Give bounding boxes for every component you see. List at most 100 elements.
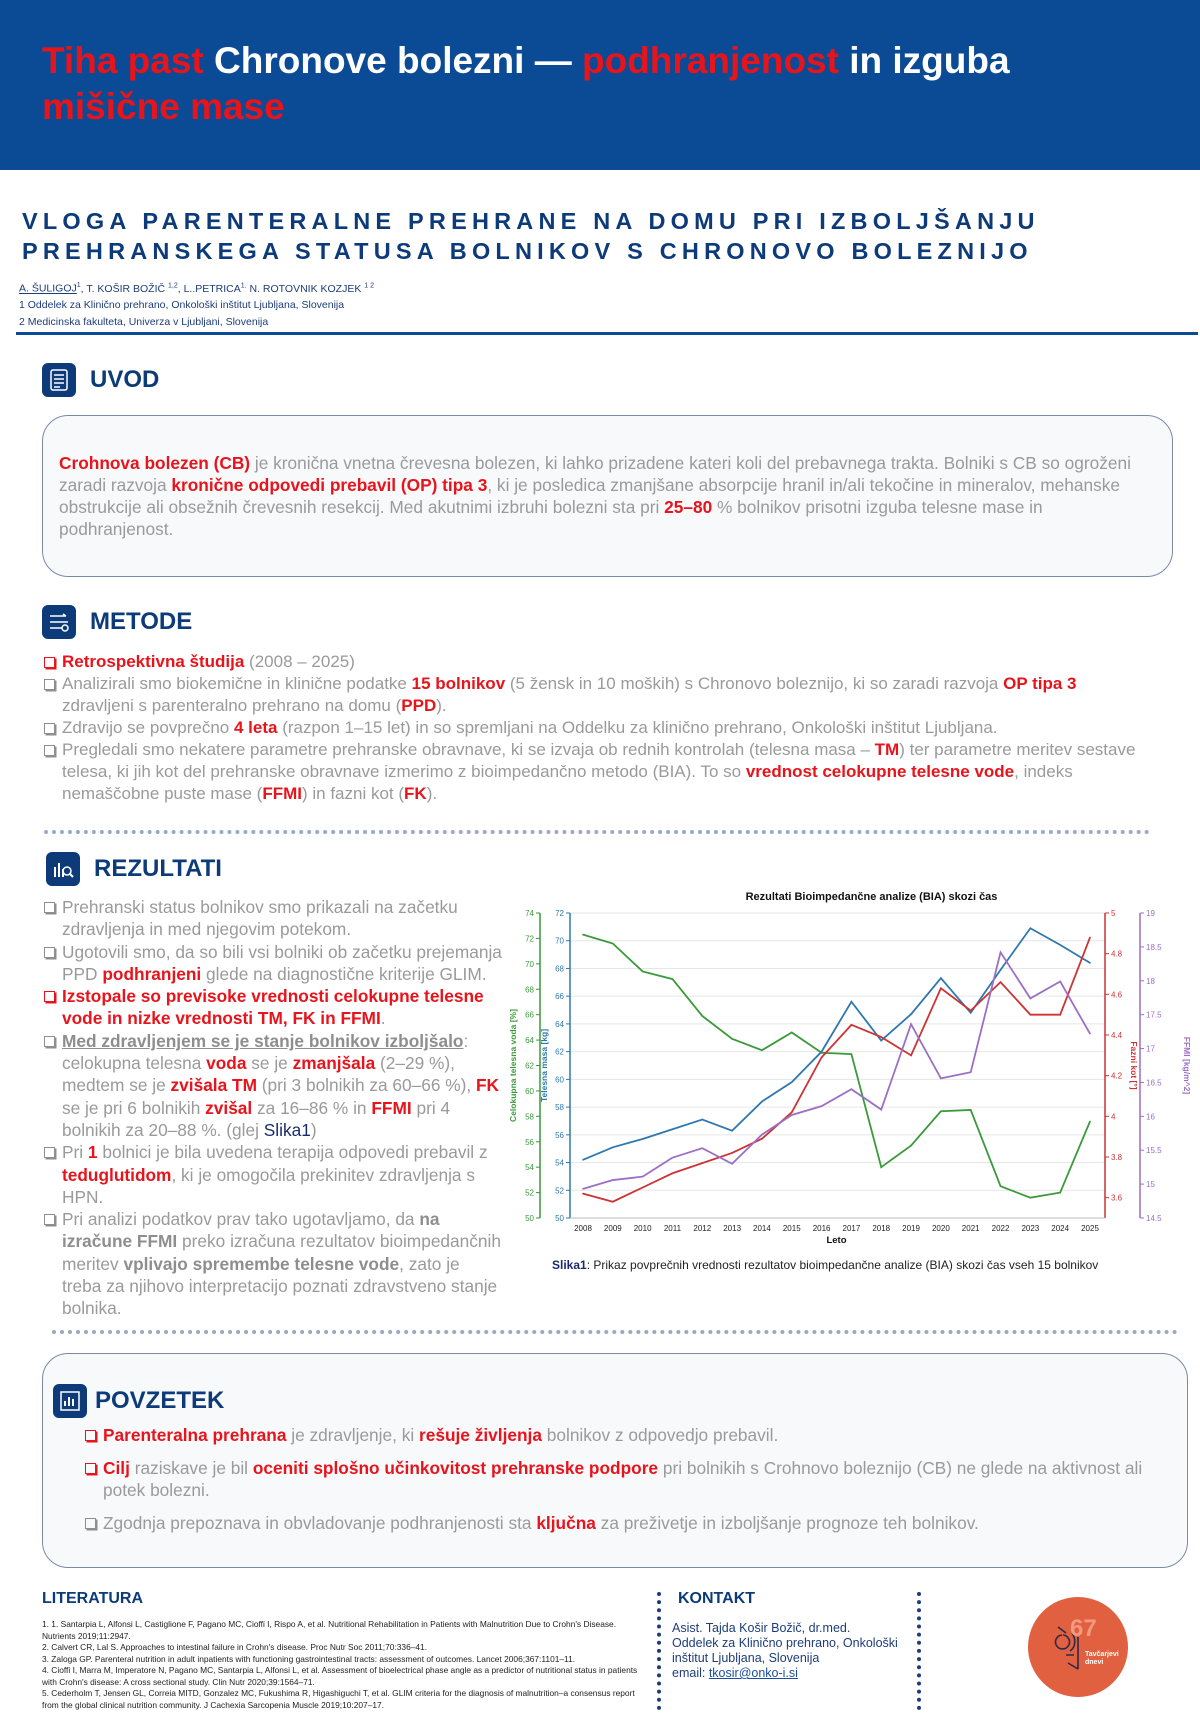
text-segment: bolnikov z odpovedjo prebavil. bbox=[541, 1425, 779, 1445]
highlight-text: vrednost celokupne telesne vode bbox=[745, 762, 1015, 781]
header-divider bbox=[16, 332, 1198, 335]
highlight-text: podhranjenost bbox=[582, 40, 839, 81]
reference-item: 3. Zaloga GP. Parenteral nutrition in ad… bbox=[42, 1653, 576, 1664]
logo-text: Tavčarjevi dnevi bbox=[1085, 1651, 1119, 1666]
data-point bbox=[641, 1175, 644, 1178]
data-point bbox=[612, 1200, 614, 1203]
x-tick-label: 2017 bbox=[843, 1224, 861, 1233]
face-drawing-icon bbox=[1054, 1626, 1079, 1670]
data-point bbox=[880, 1039, 883, 1042]
text-segment: : celokupna telesna bbox=[62, 1030, 469, 1074]
y-tick-label: 72 bbox=[555, 909, 564, 918]
data-point bbox=[1029, 997, 1032, 1000]
data-point bbox=[701, 1162, 704, 1164]
x-tick-label: 2023 bbox=[1021, 1224, 1039, 1233]
text-segment: bolnici je bila uvedena terapija odpoved… bbox=[97, 1142, 488, 1163]
text-segment: se je pri 6 bolnikih bbox=[62, 1097, 206, 1118]
text-segment: za 16–86 % in bbox=[252, 1097, 372, 1118]
contact-info: Asist. Tajda Košir Božič, dr.med. Oddele… bbox=[672, 1621, 898, 1681]
text-segment: Analizirali smo biokemične in klinične p… bbox=[62, 674, 412, 693]
text-segment: (pri 3 bolnikih za 60–66 %), bbox=[256, 1075, 476, 1096]
y-tick-label: 3.6 bbox=[1111, 1194, 1123, 1203]
highlight-text: voda bbox=[206, 1053, 247, 1074]
data-point bbox=[790, 1031, 793, 1034]
y-tick-label: 66 bbox=[555, 992, 564, 1001]
highlight-text: Parenteralna prehrana bbox=[103, 1425, 287, 1445]
text-segment: (5 žensk in 10 moških) s Chronovo bolezn… bbox=[505, 674, 1004, 693]
data-point bbox=[880, 1166, 883, 1168]
text-segment: je kronična vnetna črevesna bolezen, ki … bbox=[59, 453, 1131, 495]
povzetek-box: POVZETEK Parenteralna prehrana je zdravl… bbox=[42, 1353, 1188, 1568]
text-segment: Pri analizi podatkov prav tako ugotavlja… bbox=[62, 1209, 420, 1230]
text-segment: za preživetje in izboljšanje prognoze te… bbox=[595, 1513, 979, 1533]
literatura-heading: LITERATURA bbox=[42, 1590, 144, 1607]
text-segment: se je bbox=[246, 1053, 293, 1074]
data-point bbox=[969, 1012, 972, 1014]
author-name: N. ROTOVNIK KOZJEK bbox=[246, 282, 365, 295]
y-tick-label: 52 bbox=[525, 1189, 534, 1198]
references-list: 1. 1. Santarpia L, Alfonsi L, Castiglion… bbox=[42, 1619, 642, 1711]
list-item: Pri analizi podatkov prav tako ugotavlja… bbox=[42, 1208, 502, 1319]
x-tick-label: 2013 bbox=[723, 1224, 741, 1233]
list-item: Zgodnja prepoznava in obvladovanje podhr… bbox=[83, 1512, 1163, 1534]
y-tick-label: 58 bbox=[525, 1112, 534, 1121]
y-tick-label: 68 bbox=[525, 985, 534, 994]
y-axis-label: Celokupna telesna voda [%] bbox=[508, 1009, 518, 1122]
highlight-text: 25–80 bbox=[664, 497, 713, 517]
analysis-icon bbox=[46, 852, 80, 886]
series-line-0 bbox=[582, 933, 1091, 1199]
affil-sup: 1 2 bbox=[364, 282, 374, 289]
text-segment: Zdravijo se povprečno bbox=[62, 718, 234, 737]
reference-item: 2. Calvert CR, Lal S. Approaches to inte… bbox=[42, 1642, 428, 1652]
data-point bbox=[701, 1118, 704, 1121]
list-item: Ugotovili smo, da so bili vsi bolniki ob… bbox=[42, 941, 502, 986]
contact-name: Asist. Tajda Košir Božič, dr.med. bbox=[672, 1621, 851, 1635]
highlight-text: Slika1 bbox=[263, 1119, 311, 1140]
y-tick-label: 17.5 bbox=[1146, 1011, 1162, 1020]
highlight-text: kronične odpovedi prebavil (OP) tipa 3 bbox=[171, 475, 488, 495]
text-segment: Pri bbox=[62, 1142, 88, 1163]
poster-subtitle: VLOGA PARENTERALNE PREHRANE NA DOMU PRI … bbox=[22, 208, 1040, 264]
y-tick-label: 64 bbox=[555, 1020, 564, 1029]
uvod-text: Crohnova bolezen (CB) je kronična vnetna… bbox=[59, 452, 1149, 540]
dotted-separator bbox=[917, 1592, 921, 1710]
y-tick-label: 52 bbox=[555, 1186, 564, 1195]
data-point bbox=[641, 970, 644, 973]
email-link[interactable]: tkosir@onko-i.si bbox=[708, 1666, 798, 1680]
x-tick-label: 2016 bbox=[813, 1224, 831, 1233]
author-name: , T. KOŠIR BOŽIČ bbox=[80, 282, 168, 295]
data-point bbox=[1089, 1120, 1091, 1123]
data-point bbox=[940, 987, 942, 990]
author-list: A. ŠULIGOJ1, T. KOŠIR BOŽIČ 1,2, L..PETR… bbox=[19, 278, 374, 297]
data-point bbox=[850, 1053, 853, 1055]
dotted-divider bbox=[52, 1330, 1178, 1334]
text-segment: Zgodnja prepoznava in obvladovanje podhr… bbox=[103, 1513, 537, 1533]
data-point bbox=[1059, 944, 1061, 946]
y-tick-label: 60 bbox=[555, 1075, 564, 1084]
data-point bbox=[820, 1056, 823, 1059]
list-item: Zdravijo se povprečno 4 leta (razpon 1–1… bbox=[42, 717, 1152, 739]
y-tick-label: 14.5 bbox=[1146, 1214, 1162, 1223]
y-axis-label: Telesna masa [kg] bbox=[539, 1029, 549, 1102]
email-label: email: bbox=[672, 1666, 709, 1680]
y-tick-label: 4 bbox=[1111, 1112, 1116, 1121]
highlight-text: Cilj bbox=[103, 1458, 130, 1478]
series-line-3 bbox=[582, 950, 1091, 1190]
text-segment: raziskave je bil bbox=[129, 1458, 253, 1478]
data-point bbox=[612, 1146, 614, 1149]
data-point bbox=[880, 1036, 883, 1038]
kontakt-heading: KONTAKT bbox=[678, 1590, 756, 1607]
workflow-icon bbox=[42, 605, 76, 639]
text-segment: % bolnikov prisotni izguba telesne mase … bbox=[59, 497, 1043, 539]
data-point bbox=[671, 1156, 674, 1159]
data-point bbox=[969, 1009, 972, 1012]
y-tick-label: 74 bbox=[525, 909, 534, 918]
contact-institution: inštitut Ljubljana, Slovenija bbox=[672, 1651, 820, 1665]
y-tick-label: 18 bbox=[1146, 977, 1155, 986]
x-tick-label: 2021 bbox=[962, 1224, 980, 1233]
y-tick-label: 64 bbox=[525, 1036, 534, 1045]
y-tick-label: 5 bbox=[1111, 909, 1116, 918]
header-banner bbox=[0, 0, 1200, 170]
data-point bbox=[1029, 1196, 1032, 1199]
authors-block: A. ŠULIGOJ1, T. KOŠIR BOŽIČ 1,2, L..PETR… bbox=[19, 278, 374, 330]
